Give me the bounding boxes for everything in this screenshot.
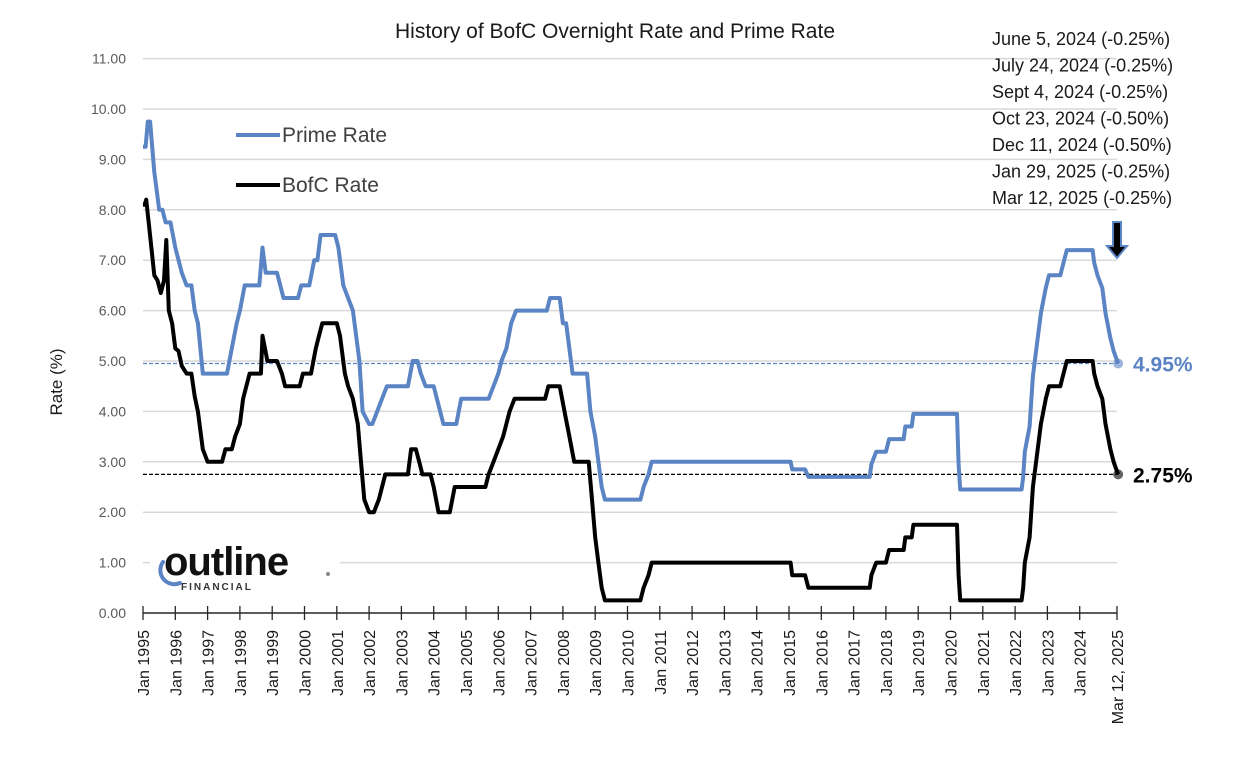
legend-label-bofc: BofC Rate — [282, 174, 379, 197]
x-tick-label: Jan 2004 — [427, 630, 444, 696]
x-tick-label: Jan 2023 — [1040, 630, 1057, 696]
x-tick-label: Jan 2012 — [685, 630, 702, 696]
x-tick-label: Jan 2020 — [944, 630, 961, 696]
y-tick-label: 10.00 — [91, 101, 126, 117]
y-tick-label: 11.00 — [92, 51, 126, 67]
annotation-text: Sept 4, 2024 (-0.25%) — [992, 82, 1168, 102]
y-tick-label: 3.00 — [99, 454, 126, 470]
x-tick-label: Jan 2013 — [717, 630, 734, 696]
y-tick-label: 9.00 — [99, 151, 126, 167]
y-tick-label: 4.00 — [99, 403, 126, 419]
bofc-rate-current-label: 2.75% — [1133, 464, 1193, 487]
x-tick-label: Jan 2016 — [814, 630, 831, 696]
logo-arc-icon — [158, 560, 182, 587]
y-tick-label: 7.00 — [99, 252, 126, 268]
x-tick-label: Jan 2008 — [556, 630, 573, 696]
gridlines — [143, 57, 1117, 564]
y-axis-ticks: 0.00 1.00 2.00 3.00 4.00 5.00 6.00 7.00 8.00 9.00… — [91, 51, 126, 621]
x-tick-label: Jan 2010 — [621, 630, 638, 696]
x-tick-label: Jan 2006 — [491, 630, 508, 696]
x-tick-label: Jan 2021 — [976, 630, 993, 696]
y-tick-label: 2.00 — [99, 504, 126, 520]
annotation-text: Mar 12, 2025 (-0.25%) — [992, 188, 1172, 208]
legend: Prime Rate BofC Rate — [236, 124, 387, 197]
x-tick-label: Jan 1999 — [265, 630, 282, 696]
x-tick-label: Jan 2011 — [653, 630, 670, 695]
outline-financial-logo: outline FINANCIAL — [150, 538, 340, 593]
chart-title: History of BofC Overnight Rate and Prime… — [395, 20, 835, 43]
x-tick-label: Jan 1997 — [201, 630, 218, 696]
x-tick-label: Jan 1995 — [136, 630, 153, 696]
legend-label-prime: Prime Rate — [282, 124, 387, 147]
down-arrow-icon — [1104, 221, 1130, 260]
annotation-text: Jan 29, 2025 (-0.25%) — [992, 162, 1170, 182]
x-tick-label: Jan 2019 — [911, 630, 928, 696]
x-tick-label: Jan 2007 — [524, 630, 541, 696]
logo-registered-dot — [326, 572, 330, 576]
y-axis-label: Rate (%) — [47, 348, 66, 415]
x-tick-label: Jan 1998 — [233, 630, 250, 696]
x-tick-label: Jan 2002 — [362, 630, 379, 696]
x-tick-label: Jan 2014 — [750, 630, 767, 696]
x-tick-label: Jan 2005 — [459, 630, 476, 696]
logo-wordmark: outline — [164, 540, 288, 584]
x-tick-label: Mar 12, 2025 — [1110, 630, 1127, 724]
annotation-text: Oct 23, 2024 (-0.50%) — [992, 109, 1169, 129]
x-tick-label: Jan 2000 — [298, 630, 315, 696]
series-line-bofc-rate — [142, 197, 1120, 603]
y-tick-label: 8.00 — [99, 202, 126, 218]
x-tick-label: Jan 2015 — [782, 630, 799, 696]
series-lines — [142, 119, 1120, 603]
x-tick-label: Jan 2001 — [330, 630, 347, 696]
x-tick-label: Jan 2017 — [847, 630, 864, 696]
annotation-text: Dec 11, 2024 (-0.50%) — [992, 135, 1172, 155]
x-tick-label: Jan 1996 — [168, 630, 185, 696]
series-line-prime-rate — [143, 119, 1120, 502]
annotation-text: July 24, 2024 (-0.25%) — [992, 56, 1173, 76]
x-tick-label: Jan 2018 — [879, 630, 896, 696]
y-tick-label: 1.00 — [99, 555, 126, 571]
x-axis: Jan 1995 Jan 1996 Jan 1997 Jan 1998 Jan 1999… — [136, 606, 1127, 724]
y-tick-label: 6.00 — [99, 303, 126, 319]
rate-cut-annotations: June 5, 2024 (-0.25%) July 24, 2024 (-0.2… — [992, 29, 1173, 208]
y-tick-label: 5.00 — [99, 353, 126, 369]
x-tick-label: Jan 2009 — [588, 630, 605, 696]
y-tick-label: 0.00 — [99, 605, 126, 621]
x-tick-label: Jan 2022 — [1008, 630, 1025, 696]
annotation-text: June 5, 2024 (-0.25%) — [992, 29, 1170, 49]
x-tick-label: Jan 2024 — [1073, 630, 1090, 696]
prime-rate-current-label: 4.95% — [1133, 354, 1193, 377]
logo-subtitle: FINANCIAL — [181, 582, 253, 593]
x-tick-label: Jan 2003 — [394, 630, 411, 696]
